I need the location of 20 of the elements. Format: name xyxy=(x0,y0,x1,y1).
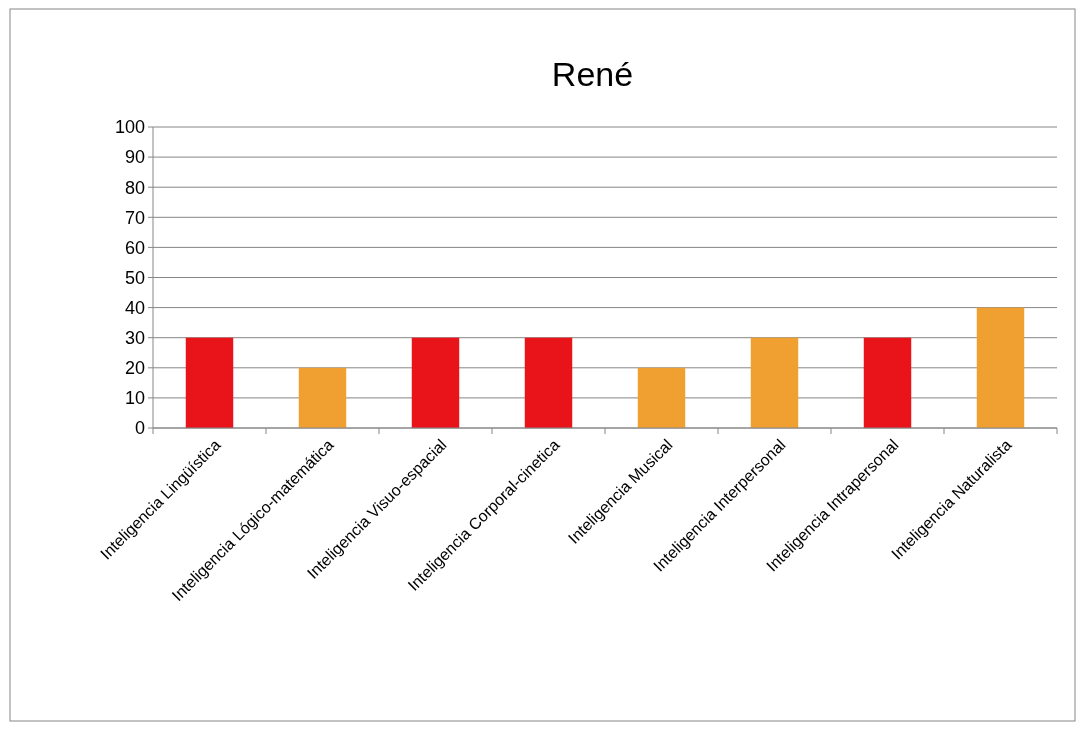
chart-title: René xyxy=(551,55,634,93)
y-tick-label: 10 xyxy=(124,388,145,409)
y-tick-label: 100 xyxy=(114,117,145,138)
bar xyxy=(411,337,460,428)
y-tick-label: 60 xyxy=(124,237,145,258)
bar xyxy=(863,337,912,428)
bar xyxy=(637,367,686,428)
bar xyxy=(750,337,799,428)
y-tick-label: 70 xyxy=(124,207,145,228)
bar xyxy=(976,307,1025,428)
y-tick-label: 0 xyxy=(134,418,145,439)
bar xyxy=(524,337,573,428)
bar xyxy=(185,337,234,428)
y-tick-label: 90 xyxy=(124,147,145,168)
y-tick-label: 30 xyxy=(124,328,145,348)
y-tick-label: 80 xyxy=(124,177,145,198)
y-tick-label: 20 xyxy=(124,358,145,379)
y-tick-label: 40 xyxy=(124,297,145,318)
bar xyxy=(298,367,347,428)
y-tick-label: 50 xyxy=(124,267,145,288)
